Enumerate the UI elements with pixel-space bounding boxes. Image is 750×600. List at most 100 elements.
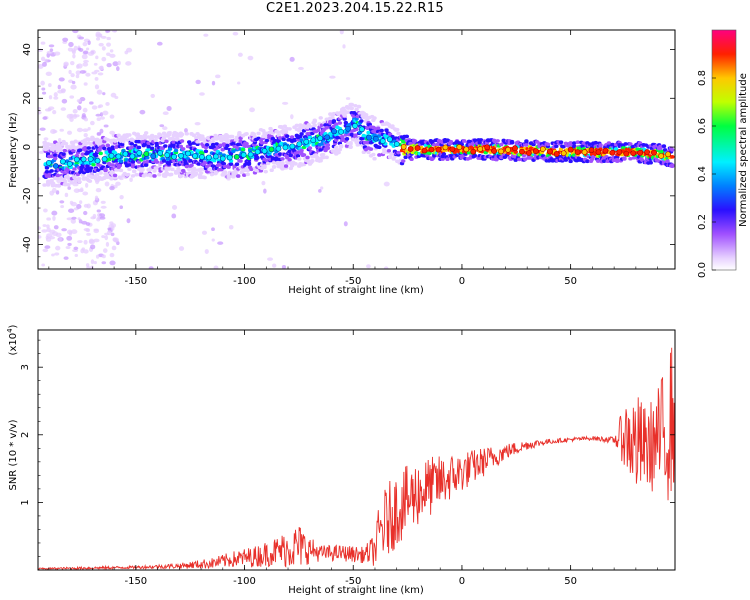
spectrogram-speckle [102, 248, 108, 253]
spectrogram-speckle [109, 186, 115, 191]
spectrogram-speckle [70, 73, 75, 78]
spectrogram-cell [396, 131, 401, 136]
spectrogram-cell [598, 143, 603, 147]
spectrogram-cell [76, 179, 82, 184]
spectrogram-peak-marker [331, 128, 338, 135]
colorbar-label: Normalized spectral amplitude [738, 73, 749, 227]
spectrogram-cell [269, 168, 274, 173]
spectrogram-cell [354, 107, 359, 112]
spectrogram-cell [375, 126, 381, 131]
spectrogram-speckle [76, 99, 82, 103]
spectrogram-speckle [119, 194, 124, 200]
spectrogram-speckle [110, 223, 117, 228]
x-tick-label: -50 [345, 276, 361, 287]
spectrogram-speckle [54, 252, 60, 256]
spectrogram-speckle [72, 53, 76, 59]
spectrogram-speckle [199, 92, 205, 96]
spectrogram-cell [280, 160, 285, 165]
spectrogram-cell [301, 153, 307, 157]
spectrogram-cell [353, 103, 358, 108]
spectrogram-cell [441, 152, 447, 156]
spectrogram-speckle [96, 89, 103, 95]
spectrogram-cell [218, 134, 223, 139]
spectrogram-peak-marker [442, 144, 449, 151]
spectrogram-speckle [42, 248, 49, 253]
snr-y-axis-label: SNR (10 * v/v) [8, 419, 19, 490]
spectrogram-speckle [100, 200, 106, 204]
spectrogram-peak-marker [428, 146, 435, 153]
spectrogram-peak-marker [345, 125, 351, 132]
spectrogram-speckle [249, 107, 255, 113]
spectrogram-cell [154, 141, 160, 146]
spectrogram-peak-marker [136, 150, 143, 156]
spectrogram-cell [568, 141, 573, 145]
spectrogram-cell [234, 137, 240, 142]
spectrogram-cell [670, 163, 675, 167]
spectrogram-cell [337, 121, 343, 125]
spectrogram-peak-marker [359, 126, 365, 133]
spectrogram-speckle [102, 92, 106, 96]
spectrogram-cell [195, 140, 200, 144]
spectrogram-peak-marker [150, 153, 157, 160]
spectrogram-speckle [139, 109, 146, 115]
spectrogram-speckle [112, 237, 119, 243]
colorbar-tick-label: 0.2 [697, 214, 708, 230]
spectrogram-cell [209, 172, 215, 177]
spectrogram-speckle [48, 83, 52, 88]
spectrogram-peak-marker [240, 152, 247, 158]
spectrogram-speckle [148, 266, 154, 269]
spectrogram-speckle [211, 238, 215, 242]
spectrogram-speckle [84, 117, 88, 122]
spectrogram-speckle [58, 237, 62, 242]
spectrogram-cell [295, 154, 301, 158]
spectrogram-cell [318, 148, 323, 152]
spectrogram-speckle [68, 69, 72, 75]
spectrogram-speckle [76, 64, 80, 69]
spectrogram-cell [356, 104, 362, 109]
spectrogram-peak-marker [414, 145, 421, 151]
spectrogram-speckle [263, 188, 267, 194]
spectrogram-cell [318, 116, 323, 120]
spectrogram-speckle [103, 124, 109, 128]
spectrogram-cell [71, 149, 76, 153]
spectrogram-peak-marker [365, 134, 372, 141]
y-tick-label: 0 [22, 144, 33, 150]
spectrogram-cell [606, 141, 612, 145]
spectrogram-speckle [343, 221, 348, 227]
spectrogram-peak-marker [199, 154, 205, 160]
spectrogram-cell [334, 145, 339, 150]
spectrogram-cell [221, 161, 227, 166]
spectrogram-cell [271, 160, 277, 165]
spectrogram-speckle [110, 92, 117, 98]
spectrogram-cell [179, 139, 185, 143]
spectrogram-cell [143, 131, 149, 135]
spectrogram-speckle [77, 240, 83, 244]
spectrogram-cell [146, 135, 151, 139]
spectrogram-cell [63, 141, 69, 146]
spectrogram-cell [74, 153, 80, 158]
spectrogram-speckle [86, 232, 91, 236]
spectrogram-cell [648, 160, 653, 165]
spectrogram-cell [126, 172, 131, 177]
spectrogram-speckle [76, 105, 82, 111]
spectrogram-cell [343, 120, 349, 125]
spectrogram-cell [635, 147, 640, 151]
spectrogram-cell [263, 131, 268, 136]
spectrogram-cell [220, 147, 225, 152]
spectrogram-cell [517, 157, 522, 162]
spectrogram-speckle [96, 117, 101, 122]
y-tick-label: 2 [20, 432, 31, 438]
spectrogram-y-axis-label: Frequency (Hz) [8, 112, 19, 188]
spectrogram-cell [218, 151, 223, 156]
spectrogram-cell [572, 144, 577, 149]
spectrogram-peak-marker [247, 151, 254, 158]
spectrogram-speckle [79, 70, 86, 74]
spectrogram-cell [187, 167, 192, 172]
spectrogram-cell [346, 110, 351, 114]
spectrogram-speckle [45, 71, 52, 76]
spectrogram-cell [166, 167, 172, 171]
spectrogram-cell [238, 159, 243, 163]
spectrogram-speckle [41, 263, 46, 267]
spectrogram-cell [427, 151, 432, 156]
